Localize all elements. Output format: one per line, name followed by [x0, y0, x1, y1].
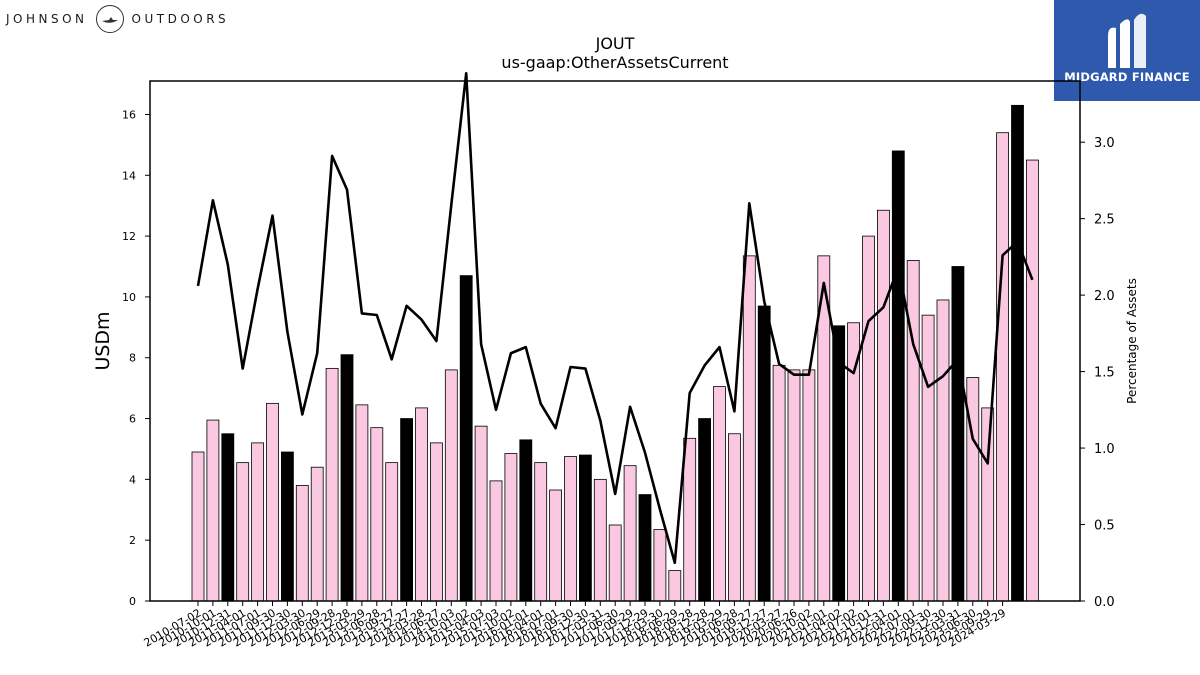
- bar: [832, 325, 846, 602]
- chart-subtitle: us-gaap:OtherAssetsCurrent: [501, 53, 728, 72]
- bar: [668, 570, 682, 602]
- bar: [251, 442, 265, 602]
- logo-word-left: JOHNSON: [6, 12, 88, 26]
- canoe-emblem-icon: [95, 5, 124, 33]
- y2-axis-ticks: 0.0 0.5 1.0 1.5 2.0 2.5 3.0: [1080, 136, 1115, 610]
- y-axis-label: USDm: [92, 311, 114, 370]
- midgard-finance-name: MIDGARD FINANCE: [1064, 70, 1190, 84]
- bar: [206, 419, 220, 602]
- y2-tick-label: 1.5: [1094, 366, 1115, 381]
- bar: [549, 489, 562, 602]
- x-axis-ticks: 2010-07-022010-10-012010-12-312011-04-01…: [142, 601, 1008, 650]
- logo-word-right: OUTDOORS: [131, 12, 230, 26]
- y-axis-ticks: 0 2 4 6 8 10 12 14 16: [122, 108, 150, 608]
- bar: [757, 305, 771, 602]
- bar: [728, 433, 741, 602]
- y2-axis-label: Percentage of Assets: [1125, 278, 1139, 404]
- bar: [340, 354, 354, 602]
- bar: [579, 454, 592, 602]
- bar: [266, 402, 279, 602]
- percentage-line-series: [196, 72, 1034, 565]
- bar: [787, 369, 801, 602]
- y-tick-label: 14: [122, 169, 136, 182]
- bar: [370, 427, 384, 602]
- y2-tick-label: 0.0: [1094, 595, 1115, 610]
- bar: [280, 451, 294, 602]
- bar: [564, 456, 577, 602]
- bar: [519, 439, 533, 602]
- bar: [191, 451, 205, 602]
- bar: [906, 260, 920, 602]
- bar: [638, 494, 652, 602]
- bar: [325, 367, 339, 602]
- bar: [415, 407, 428, 602]
- bar: [891, 150, 905, 602]
- bar: [742, 255, 756, 602]
- bar: [772, 364, 786, 602]
- chart-title: JOUT: [595, 34, 635, 53]
- bar: [310, 466, 324, 602]
- bar: [474, 425, 488, 602]
- bar: [295, 485, 309, 602]
- y-tick-label: 6: [129, 413, 136, 426]
- plot-frame: [149, 80, 1081, 602]
- bar: [623, 465, 637, 602]
- bar: [459, 275, 473, 602]
- bar: [936, 299, 950, 602]
- bar: [862, 235, 875, 602]
- y2-tick-label: 3.0: [1094, 136, 1115, 151]
- y-tick-label: 0: [129, 595, 136, 608]
- bar: [385, 462, 399, 602]
- bar: [996, 132, 1009, 602]
- y2-tick-label: 2.0: [1094, 289, 1115, 304]
- bar: [981, 407, 995, 602]
- bar: [802, 369, 816, 602]
- bar: [951, 266, 965, 602]
- bar: [683, 437, 697, 602]
- bar: [355, 404, 369, 602]
- bar: [608, 524, 622, 602]
- bar: [221, 433, 235, 602]
- johnson-outdoors-logo: JOHNSON OUTDOORS: [6, 4, 229, 34]
- y-tick-label: 16: [122, 108, 136, 121]
- y2-tick-label: 2.5: [1094, 213, 1115, 228]
- bar: [877, 209, 890, 602]
- bar: [847, 322, 860, 602]
- y-tick-label: 4: [129, 473, 136, 486]
- y-tick-label: 2: [129, 534, 136, 547]
- bar: [1026, 159, 1039, 602]
- midgard-mark-icon: [1108, 13, 1146, 68]
- bar: [921, 314, 935, 602]
- bar: [504, 453, 518, 602]
- bar: [429, 442, 443, 602]
- y-tick-label: 12: [122, 230, 136, 243]
- bar: [593, 478, 607, 602]
- bar: [653, 529, 667, 602]
- bar: [489, 480, 503, 602]
- bar: [713, 386, 726, 602]
- bar: [1011, 104, 1024, 602]
- bar: [444, 369, 458, 602]
- bar: [236, 462, 250, 602]
- bar: [534, 462, 548, 602]
- bar: [698, 418, 711, 602]
- bar: [400, 418, 414, 602]
- y-tick-label: 10: [122, 291, 136, 304]
- y2-tick-label: 0.5: [1094, 519, 1115, 534]
- y-tick-label: 8: [129, 352, 136, 365]
- bar-series: [191, 104, 1039, 602]
- y2-tick-label: 1.0: [1094, 442, 1115, 457]
- midgard-finance-logo: MIDGARD FINANCE: [1054, 0, 1200, 101]
